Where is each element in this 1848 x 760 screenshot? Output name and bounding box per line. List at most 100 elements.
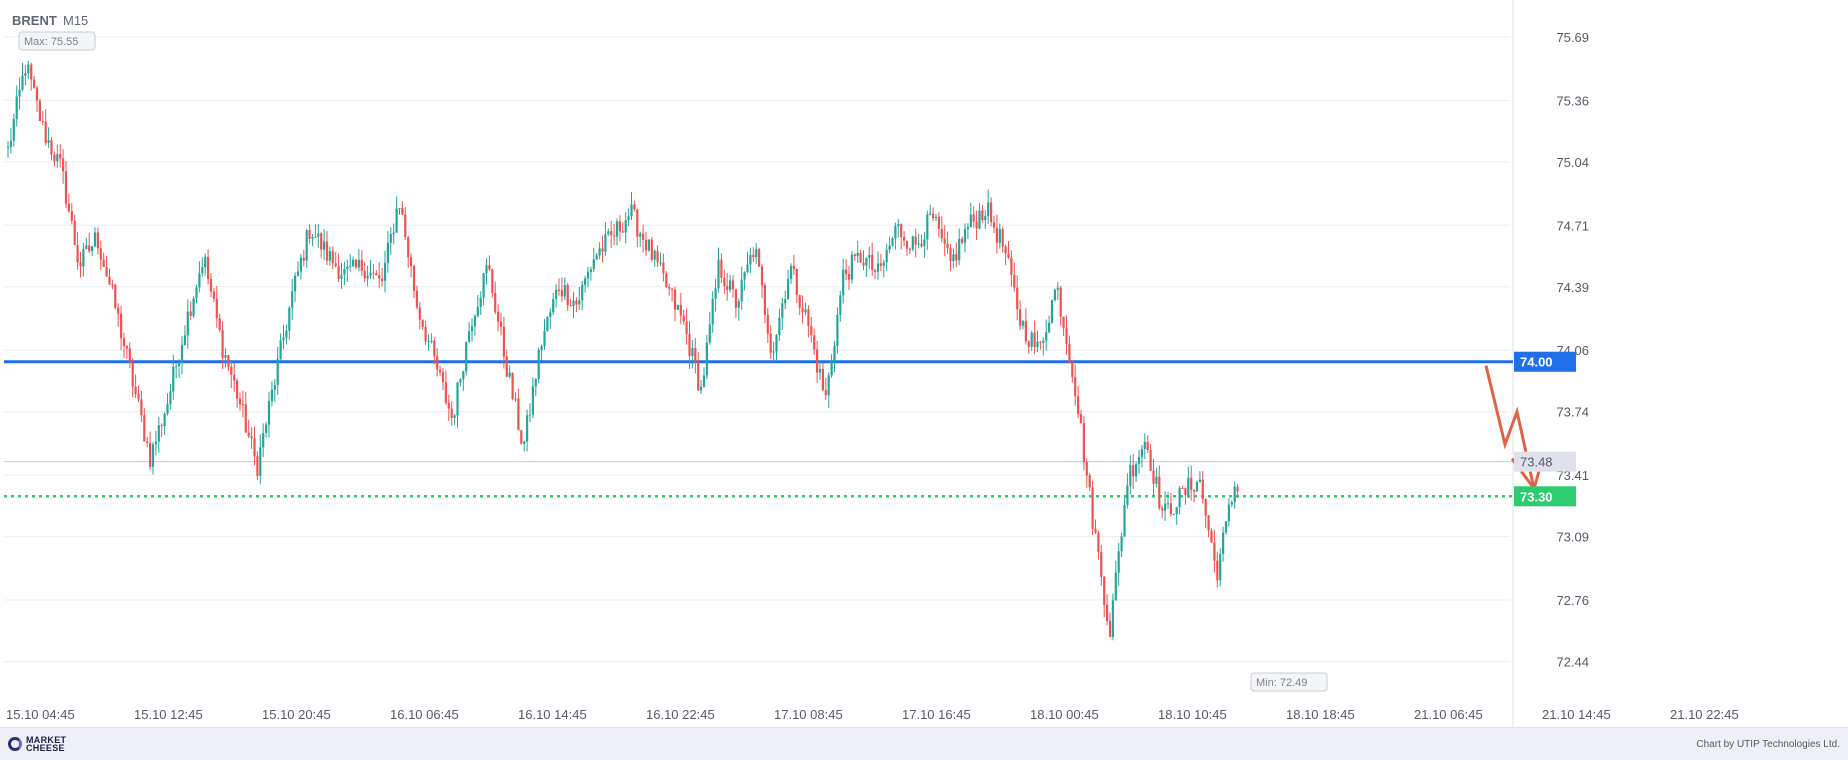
candle-body — [1091, 487, 1094, 529]
candle-body — [1001, 229, 1004, 247]
x-tick-label: 18.10 10:45 — [1158, 707, 1227, 722]
candle-body — [763, 285, 766, 315]
candle-body — [615, 221, 619, 237]
candle-body — [934, 216, 938, 219]
logo-line-1: MARKET — [26, 735, 67, 745]
candle-body — [502, 326, 505, 357]
candle-body — [482, 273, 485, 298]
candle-body — [450, 408, 453, 418]
candle-body — [1100, 551, 1103, 577]
candle-body — [737, 301, 740, 308]
candle-body — [1007, 253, 1010, 258]
candle-body — [824, 390, 827, 396]
candle-body — [401, 207, 404, 215]
candle-body — [740, 279, 743, 302]
candle-body — [1210, 530, 1213, 543]
candle-body — [317, 233, 320, 237]
candle-body — [813, 335, 816, 350]
candle-body — [201, 267, 204, 274]
candle-body — [1207, 515, 1210, 531]
candle-body — [673, 289, 677, 310]
candle-body — [769, 333, 772, 353]
candle-body — [247, 432, 250, 437]
candle-body — [35, 87, 39, 101]
candle-body — [262, 432, 265, 448]
footer: MARKET CHEESE Chart by UTIP Technologies… — [0, 727, 1848, 760]
candle-body — [688, 334, 691, 357]
candle-body — [517, 398, 520, 431]
candle-body — [459, 379, 462, 383]
candle-body — [439, 369, 442, 373]
candle-body — [821, 369, 824, 391]
candle-body — [1201, 479, 1204, 500]
candle-body — [644, 240, 648, 251]
candle-body — [186, 311, 189, 336]
brand-logo[interactable]: MARKET CHEESE — [8, 735, 67, 753]
candle-body — [572, 300, 575, 306]
candle-body — [1169, 503, 1172, 515]
candle-body — [494, 292, 497, 312]
candle-body — [328, 251, 331, 261]
candle-body — [859, 252, 862, 263]
y-tick-label: 74.39 — [1556, 280, 1589, 295]
candle-body — [233, 374, 236, 381]
candle-body — [743, 272, 746, 280]
candle-body — [398, 207, 401, 209]
candle-body — [305, 230, 308, 261]
candle-body — [209, 278, 213, 292]
candle-body — [1079, 414, 1083, 424]
candle-body — [491, 269, 494, 293]
candle-body — [352, 259, 355, 267]
level-price-label: 73.30 — [1520, 489, 1553, 504]
x-tick-label: 17.10 08:45 — [774, 707, 843, 722]
candle-body — [891, 238, 894, 246]
candle-body — [114, 284, 117, 308]
candle-body — [172, 366, 175, 392]
candle-body — [1161, 508, 1164, 511]
candle-body — [998, 229, 1001, 243]
candle-body — [642, 233, 645, 241]
candle-body — [1019, 309, 1022, 326]
min-label-box — [1250, 672, 1328, 692]
candle-body — [1024, 321, 1027, 342]
y-tick-label: 75.04 — [1556, 155, 1589, 170]
x-tick-label: 15.10 12:45 — [134, 707, 203, 722]
candle-body — [679, 304, 682, 316]
candle-body — [937, 216, 940, 229]
candle-body — [349, 266, 352, 268]
candle-body — [497, 311, 500, 322]
candle-body — [221, 330, 224, 358]
candle-body — [381, 278, 384, 281]
candle-body — [1010, 257, 1013, 275]
candle-body — [839, 295, 842, 315]
candle-body — [160, 425, 163, 427]
candle-body — [850, 254, 853, 280]
candle-body — [1048, 322, 1051, 333]
candle-body — [1135, 464, 1138, 477]
candle-body — [955, 254, 958, 261]
candle-body — [676, 304, 679, 310]
credit-text[interactable]: Chart by UTIP Technologies Ltd. — [1696, 739, 1840, 750]
candle-body — [665, 273, 668, 288]
candle-body — [363, 270, 366, 279]
x-tick-label: 17.10 16:45 — [902, 707, 971, 722]
candle-body — [15, 96, 18, 120]
candle-body — [978, 210, 981, 229]
candle-body — [1129, 465, 1132, 486]
candle-body — [874, 270, 877, 272]
x-tick-label: 18.10 18:45 — [1286, 707, 1355, 722]
candles — [6, 60, 1239, 641]
candle-body — [882, 262, 885, 266]
candle-body — [1062, 316, 1065, 328]
candle-body — [656, 250, 659, 263]
x-tick-label: 21.10 14:45 — [1542, 707, 1611, 722]
candle-body — [1166, 503, 1170, 505]
candle-body — [900, 223, 903, 238]
candle-body — [1068, 343, 1071, 364]
candle-body — [1027, 341, 1030, 347]
candle-body — [93, 232, 97, 247]
candle-body — [705, 342, 708, 376]
candle-body — [189, 311, 192, 316]
y-tick-label: 75.36 — [1556, 93, 1589, 108]
candle-body — [662, 262, 665, 274]
